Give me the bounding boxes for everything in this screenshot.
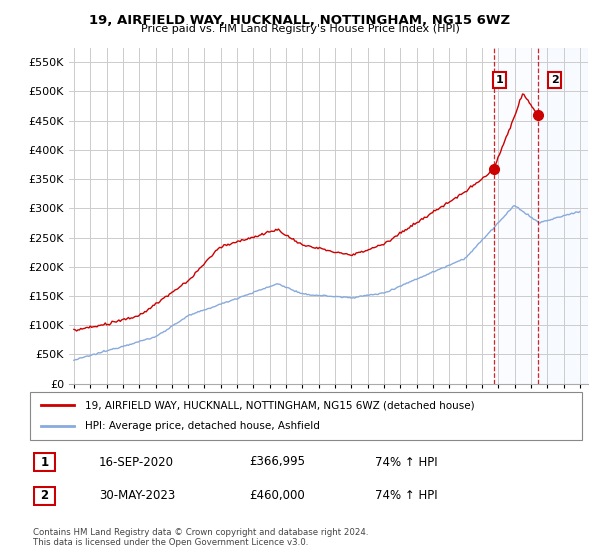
Bar — [538, 48, 588, 384]
Text: 1: 1 — [40, 455, 49, 469]
Text: 2: 2 — [40, 489, 49, 502]
Text: 19, AIRFIELD WAY, HUCKNALL, NOTTINGHAM, NG15 6WZ: 19, AIRFIELD WAY, HUCKNALL, NOTTINGHAM, … — [89, 14, 511, 27]
Text: £366,995: £366,995 — [249, 455, 305, 469]
FancyBboxPatch shape — [30, 392, 582, 440]
FancyBboxPatch shape — [34, 487, 55, 505]
Text: 74% ↑ HPI: 74% ↑ HPI — [375, 455, 437, 469]
Text: HPI: Average price, detached house, Ashfield: HPI: Average price, detached house, Ashf… — [85, 421, 320, 431]
Bar — [494, 48, 588, 384]
Text: 30-MAY-2023: 30-MAY-2023 — [99, 489, 175, 502]
Text: £460,000: £460,000 — [249, 489, 305, 502]
Text: 2: 2 — [551, 74, 559, 85]
Text: Price paid vs. HM Land Registry's House Price Index (HPI): Price paid vs. HM Land Registry's House … — [140, 24, 460, 34]
FancyBboxPatch shape — [34, 453, 55, 471]
Text: 74% ↑ HPI: 74% ↑ HPI — [375, 489, 437, 502]
Text: 16-SEP-2020: 16-SEP-2020 — [99, 455, 174, 469]
Text: Contains HM Land Registry data © Crown copyright and database right 2024.
This d: Contains HM Land Registry data © Crown c… — [33, 528, 368, 547]
Text: 1: 1 — [496, 74, 504, 85]
Text: 19, AIRFIELD WAY, HUCKNALL, NOTTINGHAM, NG15 6WZ (detached house): 19, AIRFIELD WAY, HUCKNALL, NOTTINGHAM, … — [85, 400, 475, 410]
Bar — [538, 48, 588, 384]
